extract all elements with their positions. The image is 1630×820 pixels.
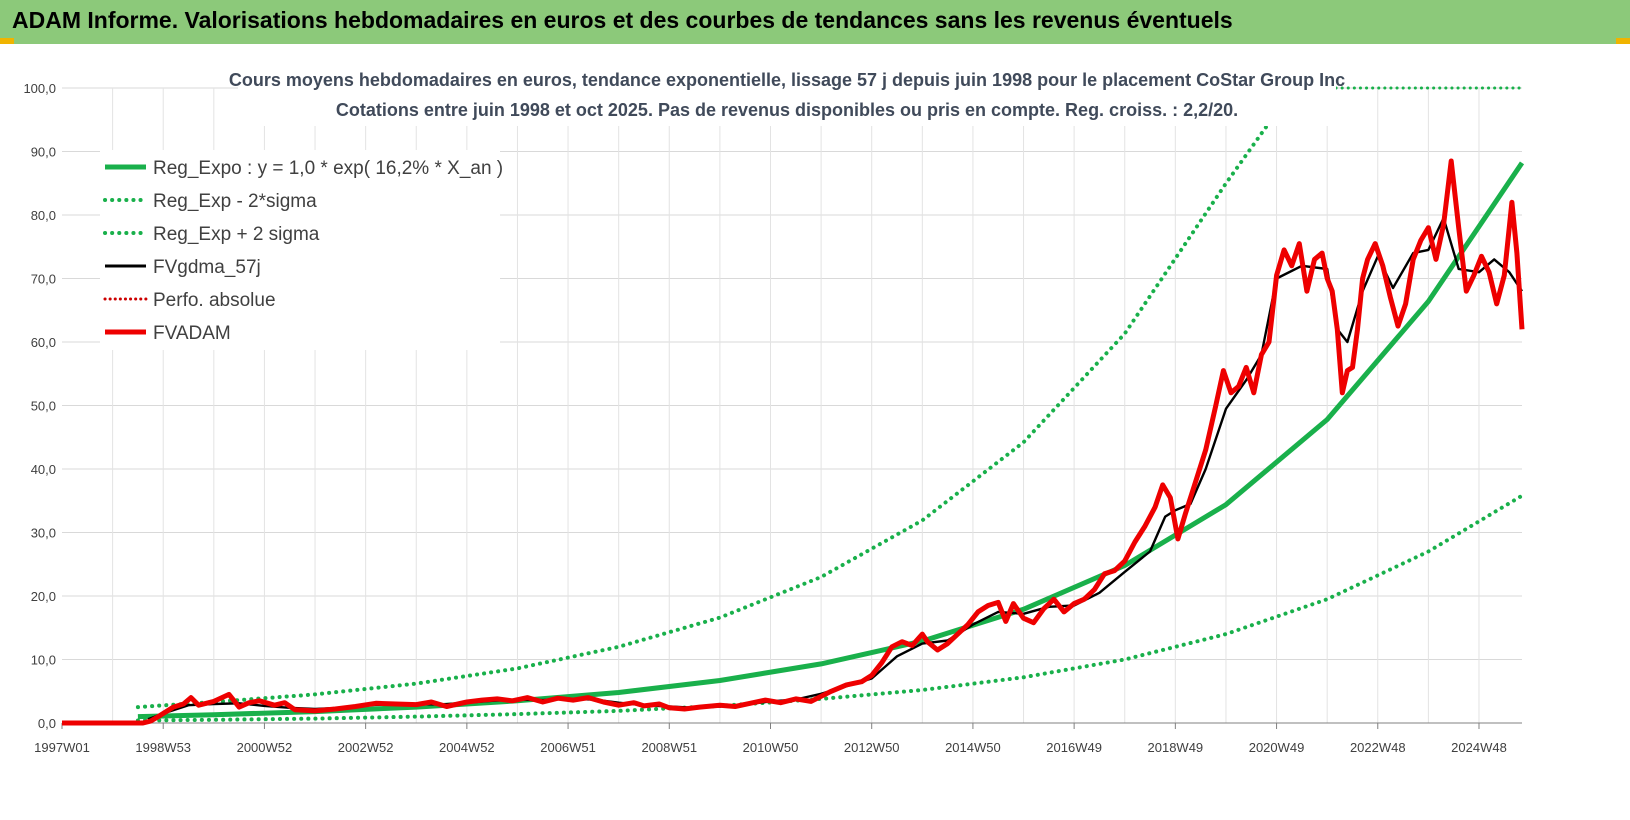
legend-label: Perfo. absolue: [153, 290, 276, 311]
series-line-0: [137, 161, 1525, 720]
y-tick-label: 30,0: [31, 526, 56, 541]
series-line-2: [135, 120, 1271, 710]
legend: Reg_Expo : y = 1,0 * exp( 16,2% * X_an )…: [100, 150, 503, 350]
corner-marker-right: [1616, 38, 1630, 44]
chart-title-line2: Cotations entre juin 1998 et oct 2025. P…: [336, 100, 1238, 120]
x-tick-label: 2008W51: [641, 740, 697, 755]
x-tick-label: 2006W51: [540, 740, 596, 755]
x-tick-label: 2020W49: [1249, 740, 1305, 755]
x-tick-label: 2018W49: [1148, 740, 1204, 755]
y-axis-ticks: 0,0 10,0 20,0 30,0 40,0 50,0 60,0 70,0 80,0 90,0 1…: [23, 81, 56, 731]
x-tick-label: 2010W50: [743, 740, 799, 755]
y-tick-label: 10,0: [31, 653, 56, 668]
legend-background: [100, 150, 500, 350]
legend-label: Reg_Exp + 2 sigma: [153, 224, 320, 245]
x-tick-label: 2002W52: [338, 740, 394, 755]
report-title: ADAM Informe. Valorisations hebdomadaire…: [12, 7, 1233, 33]
x-axis-ticks: 1997W01 1998W53 2000W52 2002W52 2004W52 2006W…: [34, 723, 1507, 755]
y-tick-label: 50,0: [31, 399, 56, 414]
x-tick-label: 2024W48: [1451, 740, 1507, 755]
title-banner: ADAM Informe. Valorisations hebdomadaire…: [0, 0, 1630, 46]
chart-title-background: [238, 62, 1336, 126]
y-tick-label: 70,0: [31, 272, 56, 287]
x-tick-label: 2004W52: [439, 740, 495, 755]
series-line-5: [62, 158, 1525, 726]
chart-area: 0,0 10,0 20,0 30,0 40,0 50,0 60,0 70,0 80,0 90,0 1…: [0, 46, 1630, 815]
corner-marker-left: [0, 38, 14, 44]
x-tick-label: 1997W01: [34, 740, 90, 755]
chart-title-line1: Cours moyens hebdomadaires en euros, ten…: [229, 70, 1345, 90]
y-tick-label: 20,0: [31, 589, 56, 604]
y-tick-label: 90,0: [31, 145, 56, 160]
x-tick-label: 2014W50: [945, 740, 1001, 755]
series-line-1: [135, 493, 1524, 723]
x-tick-label: 1998W53: [135, 740, 191, 755]
y-tick-label: 0,0: [38, 716, 56, 731]
y-tick-label: 80,0: [31, 208, 56, 223]
chart-svg: 0,0 10,0 20,0 30,0 40,0 50,0 60,0 70,0 80,0 90,0 1…: [23, 62, 1525, 755]
x-tick-label: 2016W49: [1046, 740, 1102, 755]
legend-label: Reg_Exp - 2*sigma: [153, 191, 317, 212]
x-tick-label: 2022W48: [1350, 740, 1406, 755]
legend-label: FVADAM: [153, 323, 231, 344]
legend-label: Reg_Expo : y = 1,0 * exp( 16,2% * X_an ): [153, 158, 503, 179]
y-tick-label: 60,0: [31, 335, 56, 350]
x-tick-label: 2012W50: [844, 740, 900, 755]
x-tick-label: 2000W52: [237, 740, 293, 755]
legend-label: FVgdma_57j: [153, 257, 261, 278]
y-tick-label: 100,0: [23, 81, 56, 96]
y-tick-label: 40,0: [31, 462, 56, 477]
series-layer: [62, 120, 1525, 726]
